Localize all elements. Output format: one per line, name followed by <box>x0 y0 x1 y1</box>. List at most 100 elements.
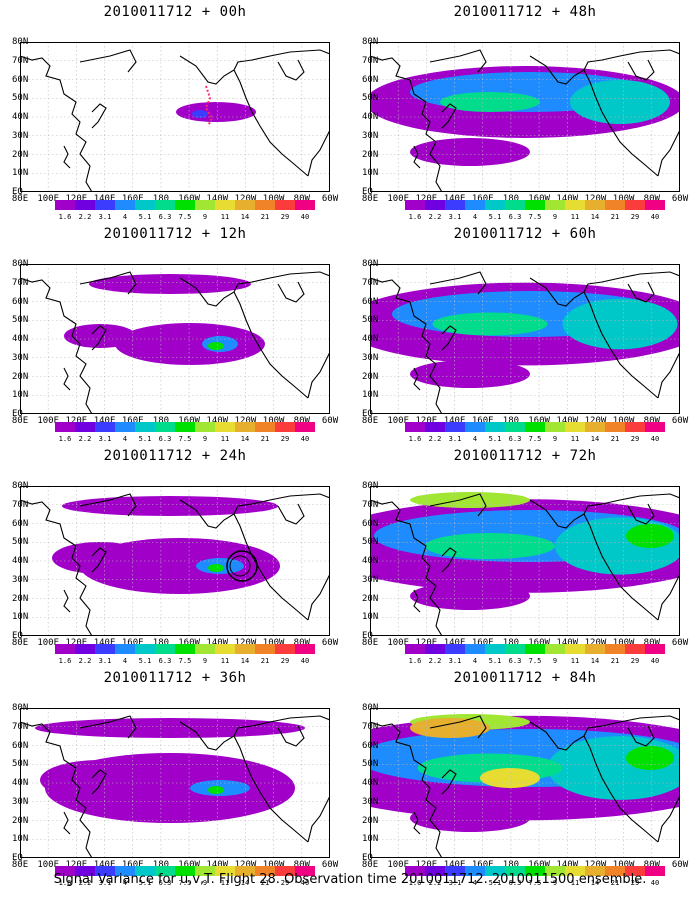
lat-label: 70N <box>12 55 29 66</box>
colorbar-label: 1.6 <box>408 213 422 221</box>
colorbar-swatch <box>585 644 605 654</box>
coastline <box>529 715 680 751</box>
variance-map <box>370 486 680 636</box>
variance-shade <box>432 312 548 336</box>
lat-label: 80N <box>362 703 379 713</box>
lon-label: 100W <box>612 194 635 204</box>
lat-label: 50N <box>362 537 379 548</box>
colorbar-swatch <box>115 200 135 210</box>
lon-label: 160E <box>471 416 494 426</box>
coastline <box>657 573 680 621</box>
lat-label: 50N <box>12 93 29 104</box>
lon-label: 160W <box>528 416 550 426</box>
colorbar-swatch <box>215 422 235 432</box>
colorbar-swatch <box>255 644 275 654</box>
coastline <box>307 351 330 399</box>
map-area: 80N 70N 60N 50N 40N 30N 20N 10N EQ 80E 100E 120E 140… <box>362 259 688 426</box>
variance-shade <box>52 542 148 574</box>
lat-label: 80N <box>362 481 379 491</box>
colorbar-swatch <box>235 644 255 654</box>
lat-label: 50N <box>12 537 29 548</box>
colorbar-label: 40 <box>300 657 310 665</box>
lat-label: 20N <box>362 593 379 604</box>
lat-label: 40N <box>12 556 29 566</box>
colorbar-label: 4 <box>472 657 478 665</box>
lon-label: 120E <box>65 638 88 648</box>
colorbar-swatch <box>135 644 155 654</box>
lat-label: 10N <box>12 168 29 179</box>
lon-label: 140W <box>556 860 579 870</box>
map-frame <box>20 42 330 192</box>
lat-label: EQ <box>362 409 373 419</box>
colorbar-label: 4 <box>472 879 478 887</box>
lat-label: EQ <box>362 631 373 641</box>
colorbar <box>55 200 315 210</box>
lon-label: 120E <box>65 194 88 204</box>
colorbar-label: 7.5 <box>528 213 542 221</box>
colorbar-label: 2.2 <box>78 657 92 665</box>
colorbar-label: 5.1 <box>138 657 152 665</box>
colorbar-swatch <box>195 422 215 432</box>
colorbar-swatch <box>95 200 115 210</box>
colorbar-swatch <box>445 200 465 210</box>
variance-shade <box>208 342 224 350</box>
colorbar-swatch <box>115 866 135 876</box>
coastline <box>441 325 457 351</box>
colorbar-label: 6.3 <box>158 657 172 665</box>
coastline <box>179 271 330 307</box>
lon-label: 100E <box>37 638 60 648</box>
colorbar-swatch <box>295 422 315 432</box>
colorbar-label: 14 <box>240 657 250 665</box>
colorbar-swatch <box>155 200 175 210</box>
colorbar-swatch <box>545 422 565 432</box>
lat-label: 70N <box>12 277 29 288</box>
lat-label: 20N <box>12 371 29 382</box>
coastline <box>529 49 680 85</box>
coastline <box>370 721 443 858</box>
lon-label: 80W <box>643 416 660 426</box>
colorbar-label: 1.6 <box>408 435 422 443</box>
lon-label: 80E <box>361 638 379 648</box>
colorbar-swatch <box>485 422 505 432</box>
variance-shade <box>62 496 278 516</box>
lon-label: 100E <box>387 416 410 426</box>
coastline <box>657 795 680 843</box>
coastline <box>627 725 655 747</box>
colorbar-label: 6.3 <box>508 213 522 221</box>
lat-label: 30N <box>12 352 29 363</box>
lat-label: 80N <box>12 259 29 269</box>
coastline <box>233 735 309 843</box>
panel-title: 2010011712 + 00h <box>103 4 247 20</box>
coastline <box>413 145 421 169</box>
colorbar-swatch <box>55 200 75 210</box>
lon-label: 140W <box>206 194 229 204</box>
lat-label: 10N <box>362 390 379 401</box>
coastline <box>413 811 421 835</box>
colorbar-label: 11 <box>570 657 580 665</box>
colorbar-label: 7.5 <box>528 879 542 887</box>
lon-label: 120W <box>234 194 257 204</box>
lon-label: 180 <box>502 194 520 204</box>
lon-label: 80W <box>293 416 310 426</box>
lon-label: 100E <box>387 194 410 204</box>
lon-label: 160E <box>471 638 494 648</box>
colorbar-swatch <box>175 866 195 876</box>
variance-map <box>20 42 330 192</box>
colorbar-swatch <box>645 200 665 210</box>
lat-label: 60N <box>362 296 379 307</box>
colorbar-label: 40 <box>650 879 660 887</box>
colorbar-swatch <box>135 422 155 432</box>
coastline <box>583 735 659 843</box>
lon-label: 100E <box>387 638 410 648</box>
lon-label: 120E <box>415 416 438 426</box>
lon-label: 160W <box>528 860 550 870</box>
lon-label: 120W <box>234 860 257 870</box>
colorbar-swatch <box>195 200 215 210</box>
map-panel: 2010011712 + 48h 80N 70N 60N 50N 40N 30N 20N 10N… <box>350 4 700 224</box>
coastline <box>627 281 655 303</box>
lon-label: 140W <box>556 638 579 648</box>
coastline <box>233 513 309 621</box>
colorbar-swatch <box>465 422 485 432</box>
colorbar-label: 3.1 <box>98 435 112 443</box>
colorbar-swatch <box>195 644 215 654</box>
